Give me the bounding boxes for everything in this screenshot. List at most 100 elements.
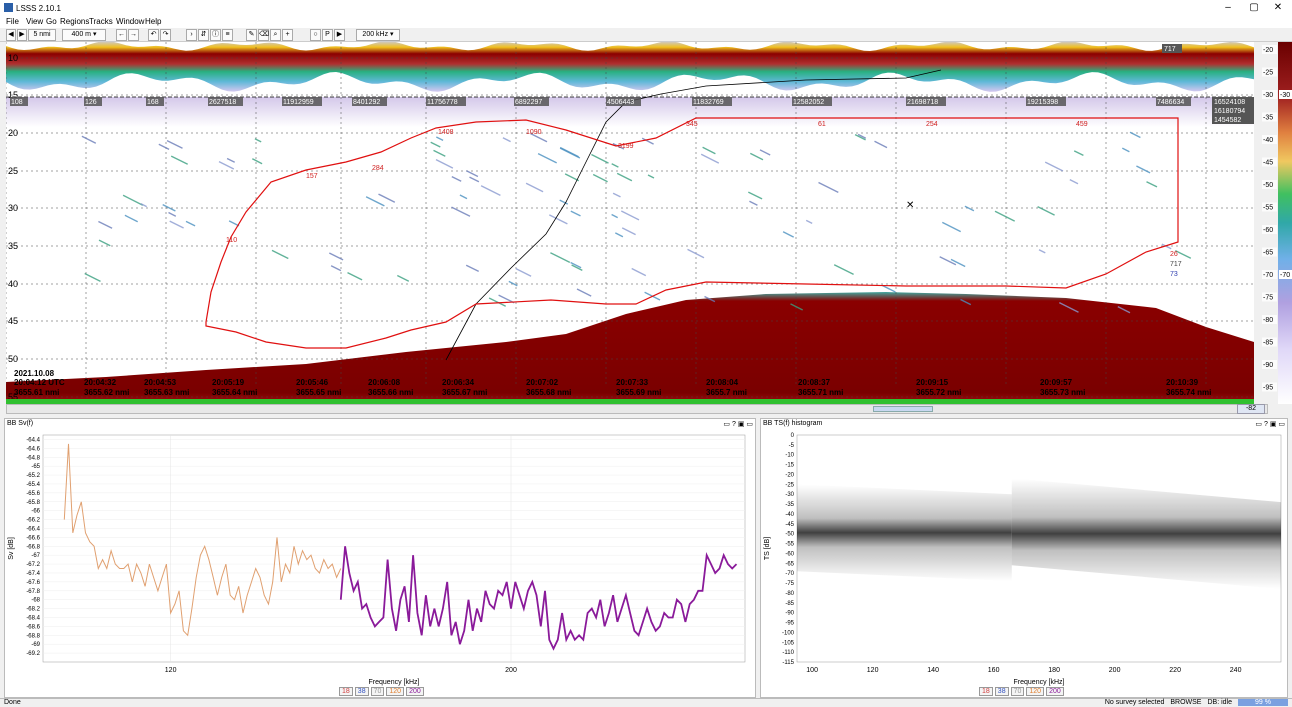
- time-label: 20:08:37: [798, 378, 831, 387]
- legend-200[interactable]: 200: [1046, 687, 1064, 696]
- color-scale-marker-bottom[interactable]: -70: [1280, 272, 1290, 279]
- layer-value-label: 6892297: [515, 99, 542, 106]
- step-back-icon[interactable]: ◀: [6, 29, 16, 41]
- legend-18[interactable]: 18: [979, 687, 993, 696]
- sv-y-tick: -67: [31, 553, 40, 559]
- sv-y-tick: -68.4: [26, 615, 40, 621]
- sv-y-tick: -65.4: [26, 482, 40, 488]
- pause-icon[interactable]: P: [322, 29, 333, 41]
- region-label: 345: [686, 121, 698, 128]
- depth-tick-label: 20: [8, 128, 18, 138]
- color-scale-value: -82: [1237, 404, 1265, 414]
- info-icon[interactable]: ⓘ: [210, 29, 221, 41]
- color-scale-tick: -85: [1263, 340, 1273, 347]
- sv-y-tick: -66.4: [26, 526, 40, 532]
- region-label: 1408: [438, 129, 454, 136]
- redo-icon[interactable]: ↷: [160, 29, 171, 41]
- menu-regions[interactable]: Regions: [60, 17, 89, 26]
- range-value: 400 m: [72, 31, 91, 38]
- time-label: 20:09:57: [1040, 378, 1073, 387]
- ts-legend[interactable]: 18 38 70 120 200: [979, 687, 1064, 696]
- menu-help[interactable]: Help: [145, 17, 161, 26]
- step-forward-icon[interactable]: ▶: [17, 29, 27, 41]
- legend-18[interactable]: 18: [339, 687, 353, 696]
- undo-icon[interactable]: ↶: [148, 29, 159, 41]
- ts-y-tick: -55: [785, 542, 794, 548]
- distance-field[interactable]: 5 nmi: [28, 29, 56, 41]
- range-selector[interactable]: 400 m ▾: [62, 29, 106, 41]
- back-arrow-icon[interactable]: ←: [116, 29, 127, 41]
- depth-tick-label: 10: [8, 53, 18, 63]
- sv-y-tick: -68: [31, 598, 40, 604]
- color-scale-tick: -55: [1263, 205, 1273, 212]
- color-scale-tick: -90: [1263, 362, 1273, 369]
- color-scale-tick: -75: [1263, 295, 1273, 302]
- forward-arrow-icon[interactable]: →: [128, 29, 139, 41]
- layer-value-label: 12582052: [793, 99, 824, 106]
- minimize-button[interactable]: –: [1218, 2, 1238, 14]
- ts-y-tick: -40: [785, 512, 794, 518]
- ts-y-tick: -35: [785, 502, 794, 508]
- legend-120[interactable]: 120: [386, 687, 404, 696]
- layer-value-label: 4506443: [607, 99, 634, 106]
- close-button[interactable]: ✕: [1268, 2, 1288, 14]
- horizontal-scrollbar[interactable]: -82: [6, 404, 1268, 414]
- scrollbar-thumb[interactable]: [873, 406, 933, 412]
- sv-y-tick: -64.8: [26, 455, 40, 461]
- echogram-view[interactable]: 10 15 20 25 30 35 40 45 50 55 108 126 168 2627518 119…: [6, 42, 1254, 404]
- legend-70[interactable]: 70: [1011, 687, 1025, 696]
- sync-icon[interactable]: ⇵: [198, 29, 209, 41]
- right-value-label: 1454582: [1214, 117, 1241, 124]
- play-icon[interactable]: ▶: [334, 29, 345, 41]
- echogram-canvas[interactable]: 10 15 20 25 30 35 40 45 50 55 108 126 168 2627518 119…: [6, 42, 1254, 404]
- time-label: 20:04:12 UTC: [14, 378, 65, 387]
- next-icon[interactable]: ›: [186, 29, 197, 41]
- color-scale[interactable]: -20 -25 -30 -35 -40 -45 -50 -55 -60 -65 -70 -75 -80 -…: [1262, 42, 1292, 404]
- time-label: 20:04:53: [144, 378, 177, 387]
- sv-y-tick: -64.6: [26, 446, 40, 452]
- ts-y-tick: -105: [782, 640, 795, 646]
- menu-view[interactable]: View: [26, 17, 43, 26]
- sv-y-tick: -69: [31, 642, 40, 648]
- sv-legend[interactable]: 18 38 70 120 200: [339, 687, 424, 696]
- zoom-icon[interactable]: ⌕: [270, 29, 281, 41]
- crosshair-icon[interactable]: +: [282, 29, 293, 41]
- sv-y-tick: -64.4: [26, 437, 40, 443]
- mode-status: BROWSE: [1170, 699, 1201, 706]
- legend-200[interactable]: 200: [406, 687, 424, 696]
- pencil-icon[interactable]: ✎: [246, 29, 257, 41]
- frequency-value: 200 kHz: [362, 31, 388, 38]
- sv-y-tick: -65.2: [26, 473, 40, 479]
- ts-y-tick: -115: [782, 660, 794, 666]
- menu-go[interactable]: Go: [46, 17, 57, 26]
- color-scale-bar: -20-25-30-35-40-45-50-55-60-65-70-75-80-…: [1262, 42, 1292, 404]
- color-scale-tick: -80: [1263, 317, 1273, 324]
- legend-70[interactable]: 70: [371, 687, 385, 696]
- settings-icon[interactable]: ≡: [222, 29, 233, 41]
- color-scale-tick: -35: [1263, 115, 1273, 122]
- menu-tracks[interactable]: Tracks: [89, 17, 113, 26]
- menu-window[interactable]: Window: [116, 17, 144, 26]
- legend-38[interactable]: 38: [995, 687, 1009, 696]
- color-scale-tick: -65: [1263, 250, 1273, 257]
- menu-file[interactable]: File: [6, 17, 19, 26]
- legend-120[interactable]: 120: [1026, 687, 1044, 696]
- ts-x-tick: 160: [988, 667, 1000, 674]
- region-label: 61: [818, 121, 826, 128]
- ts-histogram-panel: BB TS(f) histogram ▭ ? ▣ ▭ 0 -5 -10 -15 -20-…: [760, 418, 1288, 698]
- disabled-tool-icon[interactable]: ○: [310, 29, 321, 41]
- frequency-selector[interactable]: 200 kHz ▾: [356, 29, 400, 41]
- ts-x-tick: 220: [1169, 667, 1181, 674]
- ts-density-band: [797, 484, 1012, 581]
- maximize-button[interactable]: ▢: [1244, 2, 1264, 14]
- region-label: 1090: [526, 129, 542, 136]
- sv-y-tick: -67.6: [26, 580, 40, 586]
- ts-x-tick: 100: [806, 667, 818, 674]
- cursor-marker: ✕: [906, 200, 914, 211]
- eraser-icon[interactable]: ⌫: [258, 29, 269, 41]
- ts-x-tick: 200: [1109, 667, 1121, 674]
- ts-x-label: Frequency [kHz]: [1014, 679, 1065, 686]
- legend-38[interactable]: 38: [355, 687, 369, 696]
- menu-bar: File View Go Regions Tracks Window Help: [0, 16, 1292, 28]
- color-scale-marker-top[interactable]: -30: [1280, 92, 1290, 99]
